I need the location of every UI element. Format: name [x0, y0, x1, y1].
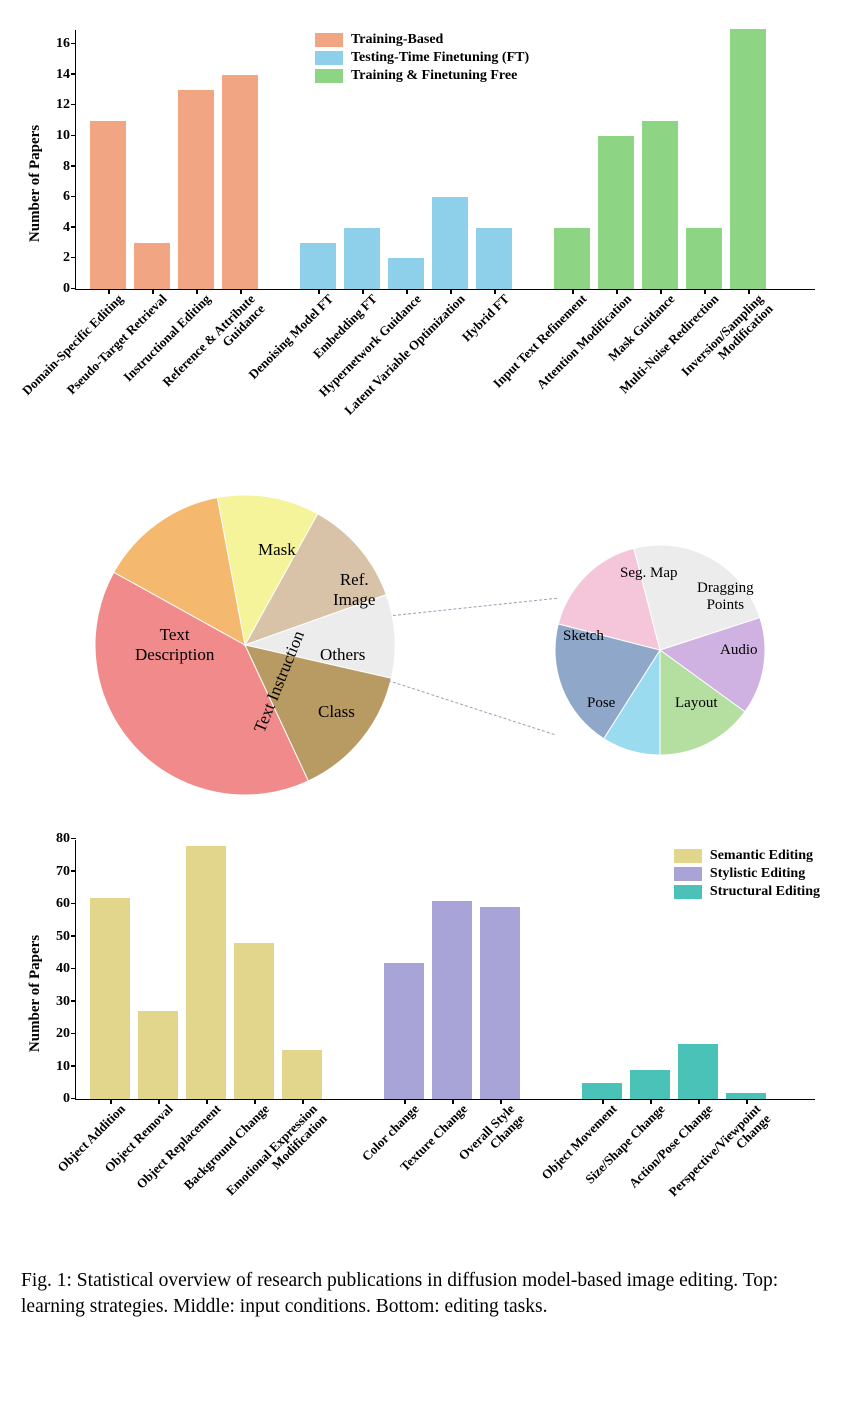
bar — [480, 907, 520, 1099]
figure-caption: Fig. 1: Statistical overview of research… — [15, 1268, 850, 1321]
bar — [300, 243, 336, 289]
y-tick-label: 6 — [63, 189, 76, 205]
top-plot-area: 0246810121416Domain-Specific EditingPseu… — [75, 30, 815, 290]
bar — [344, 228, 380, 289]
y-tick-label: 2 — [63, 250, 76, 266]
bottom-plot-area: 01020304050607080Object AdditionObject R… — [75, 840, 815, 1100]
bar — [134, 243, 170, 289]
pie-slice-label: TextDescription — [135, 625, 214, 664]
bottom-bar-chart: Number of Papers Semantic EditingStylist… — [15, 840, 850, 1250]
pie-slice-label: Pose — [587, 695, 615, 712]
pie-slice-label: Mask — [258, 540, 296, 560]
y-tick-label: 50 — [56, 929, 76, 945]
y-tick-label: 8 — [63, 159, 76, 175]
pie-slice-label: Ref.Image — [333, 570, 375, 609]
bar — [222, 75, 258, 289]
pie-slice-label: Seg. Map — [620, 565, 678, 582]
pie-slice-label: Class — [318, 702, 355, 722]
bar — [90, 121, 126, 289]
bar — [90, 898, 130, 1100]
top-bar-chart: Number of Papers Training-BasedTesting-T… — [15, 30, 850, 450]
pie-slice-label: DraggingPoints — [697, 580, 754, 615]
pie-slice-label: Layout — [675, 695, 718, 712]
bar — [554, 228, 590, 289]
pie-slice-label: Sketch — [563, 628, 604, 645]
bottom-ylabel: Number of Papers — [27, 935, 44, 1052]
bar — [630, 1070, 670, 1099]
bar — [186, 846, 226, 1100]
y-tick-label: 80 — [56, 831, 76, 847]
y-tick-label: 12 — [56, 97, 76, 113]
bar — [178, 90, 214, 289]
pie-connector-line — [388, 680, 555, 735]
bar — [282, 1050, 322, 1099]
top-ylabel: Number of Papers — [27, 125, 44, 242]
bar — [432, 901, 472, 1099]
pie-slice-label: Audio — [720, 642, 758, 659]
y-tick-label: 0 — [63, 281, 76, 297]
y-tick-label: 14 — [56, 67, 76, 83]
bar — [730, 29, 766, 289]
y-tick-label: 70 — [56, 864, 76, 880]
bar — [678, 1044, 718, 1099]
y-tick-label: 40 — [56, 961, 76, 977]
bar — [384, 963, 424, 1100]
bar — [642, 121, 678, 289]
bar — [388, 258, 424, 289]
bar — [686, 228, 722, 289]
bar — [432, 197, 468, 289]
y-tick-label: 30 — [56, 994, 76, 1010]
pie-section: TextDescriptionMaskRef.ImageOthersClassT… — [15, 470, 850, 830]
y-tick-label: 4 — [63, 220, 76, 236]
pie-connector-line — [393, 598, 557, 616]
bar — [582, 1083, 622, 1099]
bar — [476, 228, 512, 289]
y-tick-label: 10 — [56, 128, 76, 144]
pie-slice-label: Others — [320, 645, 365, 665]
y-tick-label: 20 — [56, 1026, 76, 1042]
y-tick-label: 16 — [56, 36, 76, 52]
bar — [234, 943, 274, 1099]
y-tick-label: 10 — [56, 1059, 76, 1075]
bar — [598, 136, 634, 289]
y-tick-label: 60 — [56, 896, 76, 912]
bar — [138, 1011, 178, 1099]
y-tick-label: 0 — [63, 1091, 76, 1107]
